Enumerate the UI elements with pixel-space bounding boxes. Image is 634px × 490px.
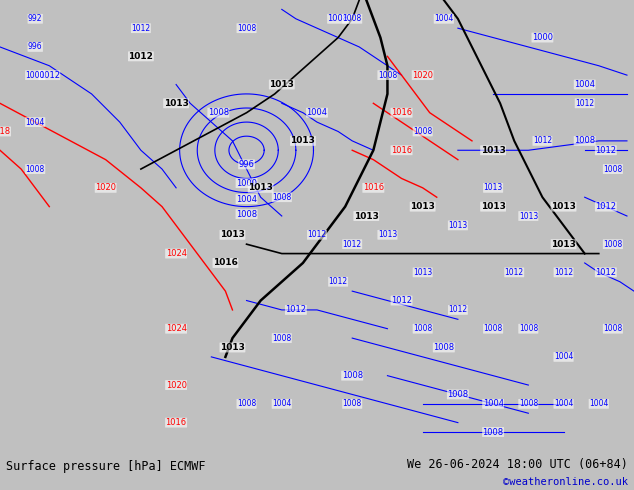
Text: 1012: 1012 [554,268,573,277]
Text: 1012: 1012 [595,202,616,211]
Text: 1013: 1013 [269,80,294,89]
Text: 1004: 1004 [554,399,573,408]
Text: 1008: 1008 [519,399,538,408]
Text: 1013: 1013 [410,202,435,211]
Text: 1004: 1004 [482,399,503,408]
Text: 1012: 1012 [391,296,412,305]
Text: 1013: 1013 [448,221,467,230]
Text: 1012: 1012 [328,277,347,286]
Text: 1004: 1004 [236,195,257,204]
Text: 1024: 1024 [165,249,186,258]
Text: 1008: 1008 [272,334,292,343]
Text: 1013: 1013 [378,230,397,239]
Text: 1008: 1008 [236,210,257,219]
Text: 1013: 1013 [484,183,503,193]
Text: 1008: 1008 [342,14,362,24]
Text: 1020: 1020 [95,183,116,193]
Text: 1016: 1016 [165,418,186,427]
Text: 1012: 1012 [39,71,60,80]
Text: 1013: 1013 [551,202,576,211]
Text: 1012: 1012 [595,268,616,277]
Text: 1012: 1012 [129,52,153,61]
Text: 1016: 1016 [391,108,412,117]
Text: 1013: 1013 [164,99,188,108]
Text: 1008: 1008 [603,324,623,333]
Text: 1008: 1008 [433,343,455,352]
Text: 1013: 1013 [248,183,273,193]
Text: 1008: 1008 [342,399,362,408]
Text: 1008: 1008 [328,14,349,24]
Text: 1020: 1020 [412,71,433,80]
Text: 1013: 1013 [290,136,315,146]
Text: 1013: 1013 [413,268,432,277]
Text: 1008: 1008 [448,390,469,399]
Text: 1008: 1008 [413,127,432,136]
Text: 1004: 1004 [574,80,595,89]
Text: 1013: 1013 [220,230,245,239]
Text: We 26-06-2024 18:00 UTC (06+84): We 26-06-2024 18:00 UTC (06+84) [407,458,628,471]
Text: 1012: 1012 [505,268,524,277]
Text: 1008: 1008 [378,71,397,80]
Text: 1020: 1020 [165,381,186,390]
Text: 1012: 1012 [448,305,467,315]
Text: 996: 996 [28,43,42,51]
Text: 1008: 1008 [484,324,503,333]
Text: 1004: 1004 [25,118,45,126]
Text: 1013: 1013 [354,212,378,220]
Text: 1024: 1024 [165,324,186,333]
Text: 1004: 1004 [434,14,453,24]
Text: 1008: 1008 [603,240,623,249]
Text: 1016: 1016 [363,183,384,193]
Text: ©weatheronline.co.uk: ©weatheronline.co.uk [503,477,628,487]
Text: 1008: 1008 [237,399,256,408]
Text: 1008: 1008 [25,165,45,173]
Text: 1004: 1004 [554,352,573,362]
Text: 1012: 1012 [533,136,552,146]
Text: 1012: 1012 [285,305,306,315]
Text: 1018: 1018 [0,127,11,136]
Text: 1004: 1004 [589,399,609,408]
Text: 1008: 1008 [519,324,538,333]
Text: Surface pressure [hPa] ECMWF: Surface pressure [hPa] ECMWF [6,460,206,473]
Text: 1016: 1016 [391,146,412,155]
Text: 992: 992 [28,14,42,24]
Text: 1012: 1012 [575,99,594,108]
Text: 1008: 1008 [413,324,432,333]
Text: 1000: 1000 [532,33,553,42]
Text: 1012: 1012 [342,240,362,249]
Text: 1008: 1008 [603,165,623,173]
Text: 1012: 1012 [131,24,150,33]
Text: 1016: 1016 [213,258,238,268]
Text: 996: 996 [238,160,254,169]
Text: 1000: 1000 [236,179,257,188]
Text: 1008: 1008 [482,427,503,437]
Text: 1008: 1008 [208,108,229,117]
Text: 1004: 1004 [272,399,292,408]
Text: 1004: 1004 [306,108,328,117]
Text: 1012: 1012 [307,230,327,239]
Text: 1008: 1008 [342,371,363,380]
Text: 1000: 1000 [25,71,45,80]
Text: 1012: 1012 [595,146,616,155]
Text: 1013: 1013 [551,240,576,249]
Text: 1013: 1013 [519,212,538,220]
Text: 1008: 1008 [272,193,292,202]
Text: 1013: 1013 [220,343,245,352]
Text: 1013: 1013 [481,146,505,155]
Text: 1008: 1008 [574,136,595,146]
Text: 1013: 1013 [481,202,505,211]
Text: 1008: 1008 [237,24,256,33]
